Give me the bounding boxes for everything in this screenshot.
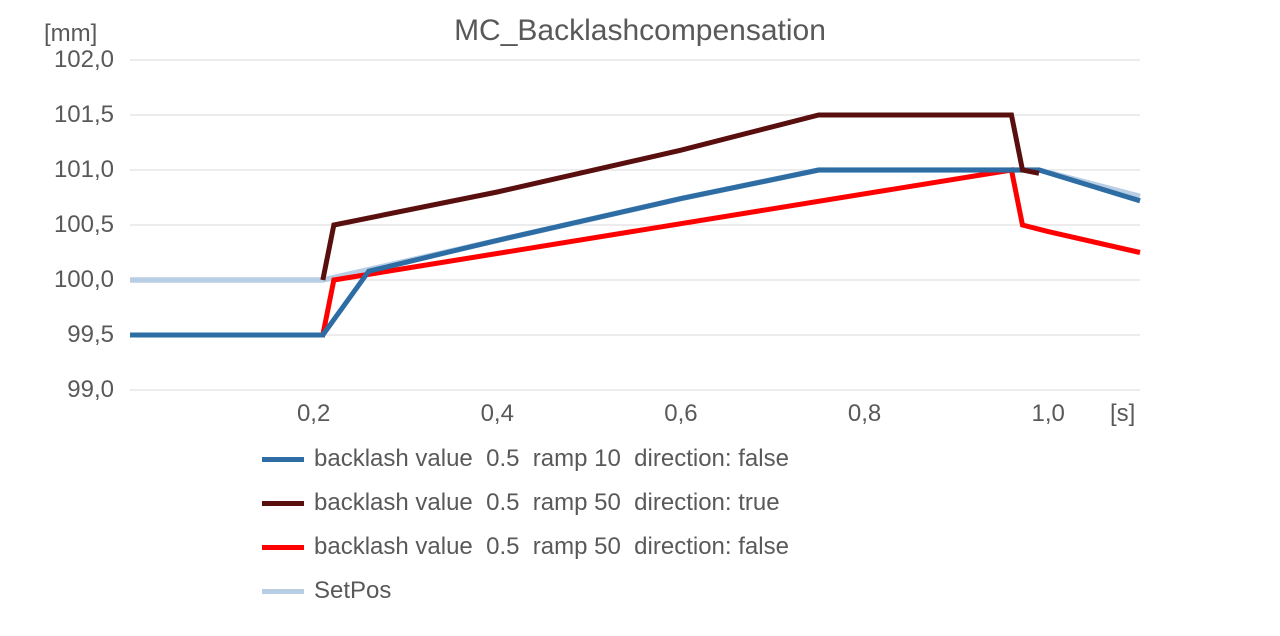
legend-label: backlash value 0.5 ramp 50 direction: fa… bbox=[314, 533, 789, 561]
y-axis-unit: [mm] bbox=[44, 20, 97, 48]
legend: backlash value 0.5 ramp 10 direction: fa… bbox=[262, 442, 789, 618]
legend-item-setpos: SetPos bbox=[262, 574, 789, 608]
y-tick-label: 100,5 bbox=[0, 211, 114, 239]
x-tick-label: 0,2 bbox=[297, 400, 330, 428]
plot-svg bbox=[130, 60, 1140, 390]
legend-item-red: backlash value 0.5 ramp 50 direction: fa… bbox=[262, 530, 789, 564]
legend-label: backlash value 0.5 ramp 10 direction: fa… bbox=[314, 445, 789, 473]
legend-item-blue: backlash value 0.5 ramp 10 direction: fa… bbox=[262, 442, 789, 476]
legend-label: SetPos bbox=[314, 577, 391, 605]
x-tick-label: 0,8 bbox=[848, 400, 881, 428]
legend-swatch bbox=[262, 457, 304, 462]
plot-area bbox=[130, 60, 1140, 390]
legend-swatch bbox=[262, 589, 304, 594]
x-tick-label: 0,6 bbox=[664, 400, 697, 428]
y-tick-label: 100,0 bbox=[0, 266, 114, 294]
y-tick-label: 102,0 bbox=[0, 46, 114, 74]
y-tick-label: 101,0 bbox=[0, 156, 114, 184]
y-tick-label: 101,5 bbox=[0, 101, 114, 129]
series-red bbox=[130, 170, 1140, 335]
series-blue bbox=[130, 170, 1140, 335]
x-tick-label: 1,0 bbox=[1031, 400, 1064, 428]
legend-swatch bbox=[262, 545, 304, 550]
x-tick-label: 0,4 bbox=[481, 400, 514, 428]
y-tick-label: 99,0 bbox=[0, 376, 114, 404]
chart-title: MC_Backlashcompensation bbox=[0, 14, 1280, 48]
legend-swatch bbox=[262, 501, 304, 506]
chart-container: MC_Backlashcompensation [mm] 99,0 99,5 100… bbox=[0, 0, 1280, 636]
y-tick-label: 99,5 bbox=[0, 321, 114, 349]
legend-label: backlash value 0.5 ramp 50 direction: tr… bbox=[314, 489, 780, 517]
x-axis-unit: [s] bbox=[1110, 400, 1135, 428]
legend-item-darkred: backlash value 0.5 ramp 50 direction: tr… bbox=[262, 486, 789, 520]
